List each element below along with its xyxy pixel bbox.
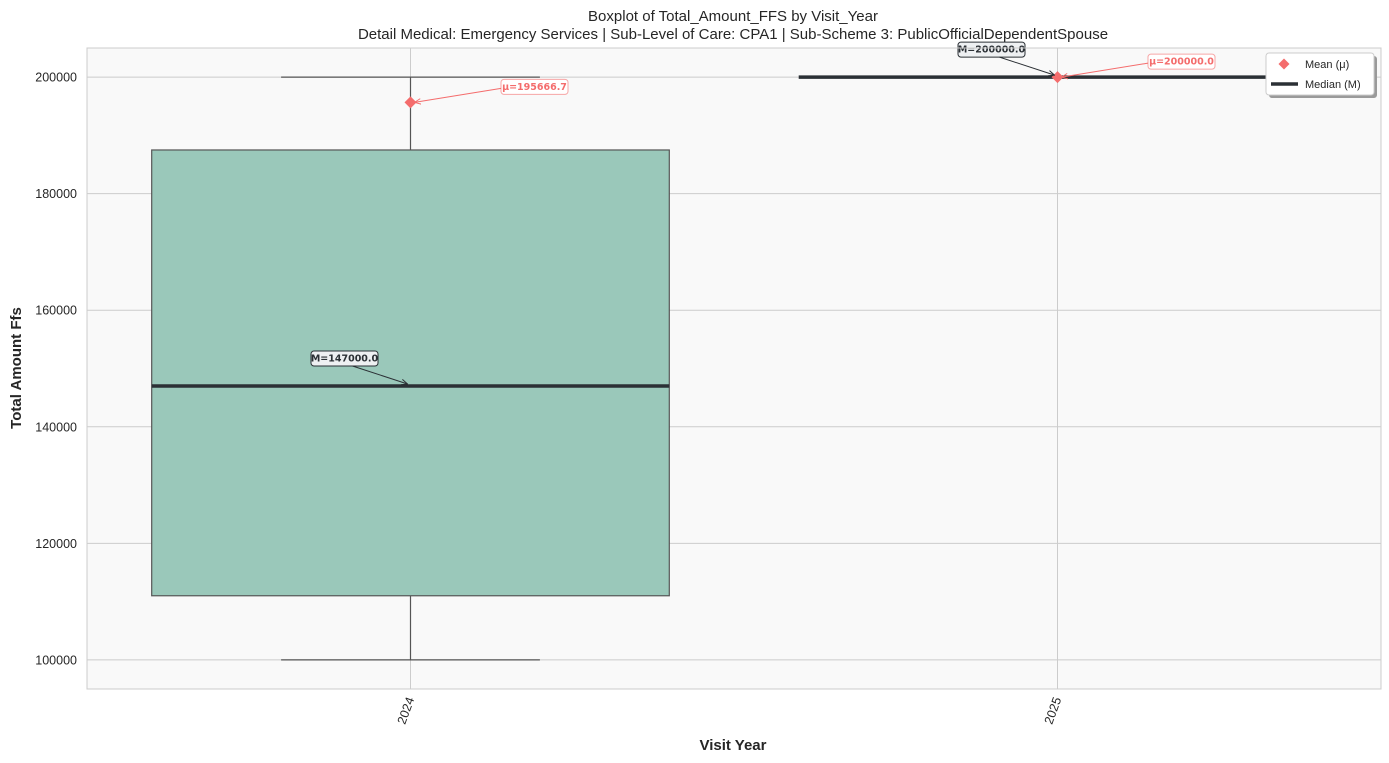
- y-tick-label: 200000: [35, 71, 77, 85]
- box-2024: [151, 76, 670, 661]
- legend-item-line: Median (M): [1271, 79, 1361, 91]
- y-tick-label: 140000: [35, 420, 77, 434]
- chart-title: Boxplot of Total_Amount_FFS by Visit_Yea…: [588, 8, 878, 25]
- y-tick-label: 100000: [35, 653, 77, 667]
- x-axis-label: Visit Year: [699, 737, 766, 754]
- y-axis-label: Total Amount Ffs: [8, 307, 25, 429]
- y-tick-label: 180000: [35, 187, 77, 201]
- legend-diamond-icon: [1278, 58, 1290, 70]
- legend: Mean (μ) Median (M): [1265, 52, 1377, 98]
- median-label: M=200000.0: [958, 45, 1026, 56]
- iqr-box: [151, 149, 670, 597]
- median-label: M=147000.0: [311, 353, 379, 364]
- mean-annotation: μ=195666.7: [415, 78, 569, 102]
- annotations: M=147000.0 μ=195666.7 M=200000.0 μ=200000.0: [310, 41, 1216, 384]
- legend-item-diamond: Mean (μ): [1278, 58, 1349, 71]
- y-tick-label: 160000: [35, 304, 77, 318]
- mean-annotation: μ=200000.0: [1062, 53, 1216, 77]
- plot-frame: [86, 47, 1382, 690]
- chart-subtitle: Detail Medical: Emergency Services | Sub…: [358, 26, 1108, 43]
- median-annotation: M=200000.0: [957, 41, 1055, 75]
- x-tick-label: 2024: [395, 695, 418, 726]
- plot-area: M=147000.0 μ=195666.7 M=200000.0 μ=200000.0: [86, 41, 1382, 690]
- x-tick-label: 2025: [1042, 695, 1065, 726]
- legend-label: Mean (μ): [1305, 59, 1349, 71]
- x-tick-labels: 2024 2025: [395, 695, 1065, 726]
- y-tick-labels: 100000 120000 140000 160000 180000 200000: [35, 71, 77, 668]
- y-tick-label: 120000: [35, 537, 77, 551]
- legend-label: Median (M): [1305, 79, 1361, 91]
- boxes: [151, 71, 1317, 661]
- mean-label: μ=200000.0: [1149, 57, 1214, 68]
- mean-label: μ=195666.7: [502, 82, 567, 93]
- median-annotation: M=147000.0: [310, 350, 408, 384]
